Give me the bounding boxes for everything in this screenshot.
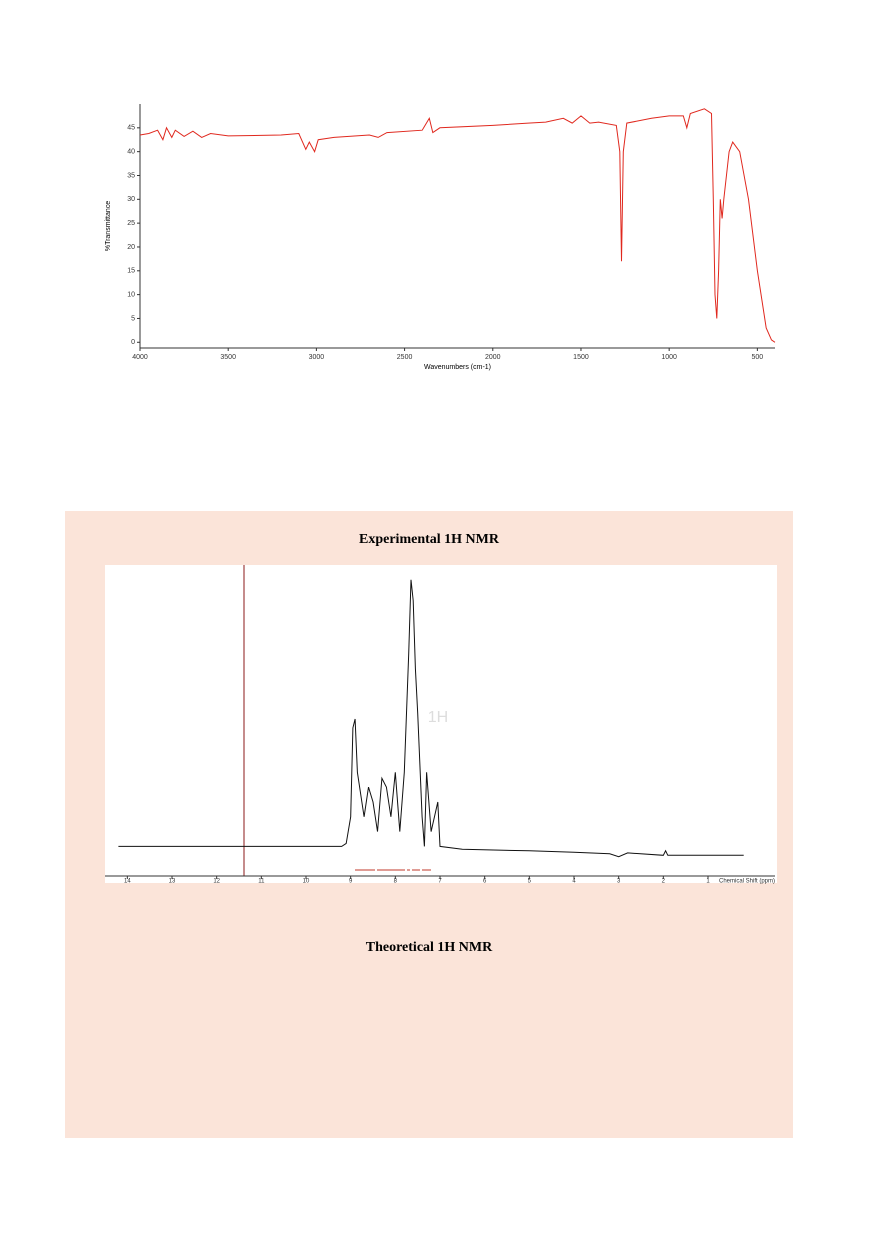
- heading: Theoretical 1H NMR: [365, 940, 493, 955]
- x-tick-label: 12: [213, 879, 220, 885]
- x-axis-label: Wavenumbers (cm-1): [424, 364, 491, 371]
- x-tick-label: 5: [528, 879, 532, 885]
- watermark: 1H: [428, 709, 448, 726]
- x-axis-label: Chemical Shift (ppm): [719, 879, 775, 885]
- x-tick-label: 11: [258, 879, 265, 885]
- spectrum-line: [118, 579, 744, 858]
- x-tick-label: 3500: [220, 354, 236, 361]
- x-tick-label: 2500: [397, 354, 413, 361]
- x-tick-label: 2: [662, 879, 666, 885]
- x-tick-label: 3000: [309, 354, 325, 361]
- y-tick-label: 15: [127, 268, 135, 275]
- x-tick-label: 8: [394, 879, 398, 885]
- y-tick-label: 10: [127, 291, 135, 298]
- y-tick-label: 35: [127, 172, 135, 179]
- x-tick-label: 4000: [132, 354, 148, 361]
- x-tick-label: 1000: [661, 354, 677, 361]
- x-tick-label: 13: [169, 879, 176, 885]
- x-tick-label: 500: [752, 354, 764, 361]
- x-tick-label: 1500: [573, 354, 589, 361]
- x-tick-label: 4: [572, 879, 576, 885]
- nmr-chart: 14 13 12 11 10 9 8 7 6 5 4 3 2 1 Chemical Shift (ppm) 1…: [105, 565, 777, 885]
- y-tick-label: 30: [127, 196, 135, 203]
- y-tick-label: 45: [127, 125, 135, 132]
- x-tick-label: 9: [349, 879, 353, 885]
- y-axis-label: %Transmittance: [105, 201, 112, 251]
- y-tick-label: 0: [131, 339, 135, 346]
- heading: Experimental 1H NMR: [359, 532, 499, 547]
- x-tick-label: 1: [706, 879, 710, 885]
- ir-chart: 4000 3500 3000 2500 2000 1500 1000 500 0 5 10 15 20 2…: [105, 104, 776, 371]
- x-tick-label: 6: [483, 879, 487, 885]
- y-tick-label: 20: [127, 244, 135, 251]
- y-tick-label: 5: [131, 315, 135, 322]
- x-tick-label: 3: [617, 879, 621, 885]
- x-tick-label: 10: [303, 879, 310, 885]
- plot-background: [105, 565, 777, 883]
- y-tick-label: 40: [127, 149, 135, 156]
- x-tick-label: 7: [438, 879, 442, 885]
- x-tick-label: 14: [124, 879, 131, 885]
- y-tick-label: 25: [127, 220, 135, 227]
- spectrum-line: [139, 108, 776, 343]
- x-tick-label: 2000: [485, 354, 501, 361]
